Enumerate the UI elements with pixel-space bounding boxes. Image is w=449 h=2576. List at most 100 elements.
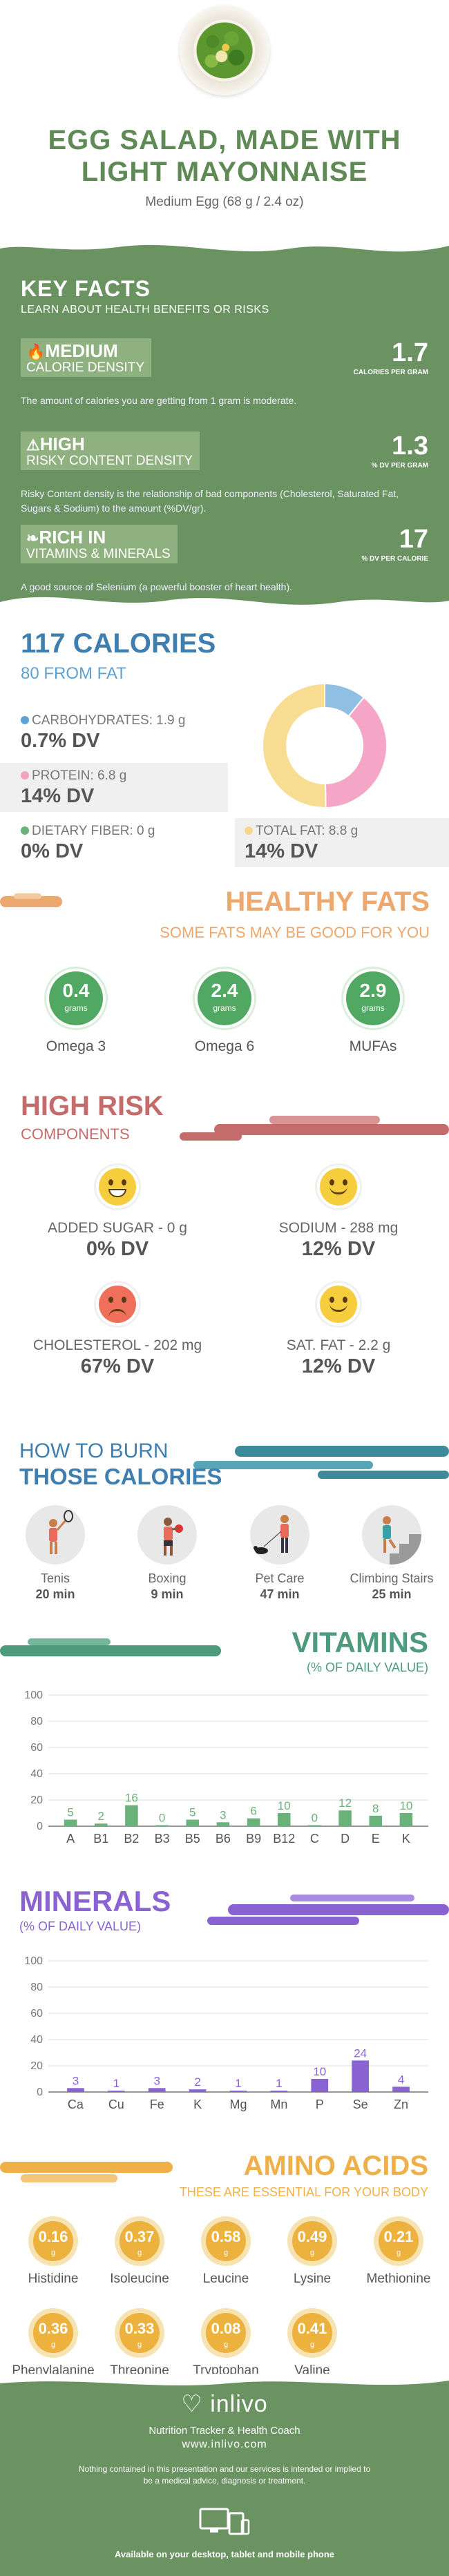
nutrient-total-fat: TOTAL FAT: 8.8 g 14% DV (235, 818, 449, 867)
amino-unit: g (137, 2249, 142, 2257)
fat-label: MUFAs (349, 1038, 397, 1054)
bar-B9 (247, 1818, 260, 1826)
serving-size: Medium Egg (68 g / 2.4 oz) (145, 195, 304, 209)
disclaimer: Nothing contained in this presentation a… (78, 2464, 371, 2486)
x-tick-label: B2 (124, 1832, 139, 1846)
risk-dv: 12% DV (301, 1355, 376, 1377)
x-tick-label: Cu (108, 2098, 124, 2111)
x-tick-label: Se (353, 2098, 368, 2111)
healthy-fats-section: HEALTHY FATS SOME FATS MAY BE GOOD FOR Y… (0, 884, 449, 1063)
nutrient-label: CARBOHYDRATES: 1.9 g (32, 713, 186, 728)
bar-D (338, 1810, 352, 1826)
fact-vitamins-minerals: ❧RICH IN VITAMINS & MINERALS 17 % DV PER… (21, 525, 428, 601)
bar-C (308, 1825, 321, 1826)
vitamins-bar-chart: 0 20 40 60 80 100 5 A 2 B1 16 B2 0 B3 5 B5 3 B6 6 B9 10 B12 0 C… (24, 1689, 428, 1846)
nutrient-dv: 0.7% DV (21, 730, 100, 752)
leaf-icon: ❧ (26, 530, 39, 547)
minerals-title: MINERALS (19, 1885, 171, 1917)
bar-Cu (107, 2091, 125, 2092)
y-tick-label: 20 (30, 1794, 43, 1806)
bar-Mg (229, 2091, 247, 2092)
y-tick-label: 40 (30, 1768, 43, 1780)
risk-dv: 0% DV (86, 1238, 149, 1260)
bar-B1 (94, 1823, 108, 1826)
fat-omega6: 2.4 grams Omega 6 (169, 967, 280, 1055)
activity-label: Pet Care (255, 1571, 305, 1585)
bar-value-label: 10 (313, 2065, 326, 2078)
bar-value-label: 5 (67, 1806, 73, 1819)
x-tick-label: Mg (229, 2098, 247, 2111)
activity-boxing: Boxing 9 min (115, 1505, 219, 1602)
fact-unit: CALORIES PER GRAM (353, 369, 428, 376)
heart-logo-icon: ♡ (181, 2391, 211, 2417)
x-tick-label: C (310, 1832, 319, 1846)
nutrient-label: PROTEIN: 6.8 g (32, 768, 127, 783)
fact-calorie-density: 🔥MEDIUM CALORIE DENSITY 1.7 CALORIES PER… (21, 338, 428, 421)
y-tick-label: 40 (30, 2034, 43, 2046)
risk-sodium: SODIUM - 288 mg 12% DV (235, 1163, 442, 1261)
fact-value: 1.3 (392, 432, 428, 461)
amino-isoleucine: 0.37 g Isoleucine (98, 2216, 181, 2287)
footer-wave (0, 2374, 449, 2385)
nutrient-dv: 14% DV (245, 840, 318, 862)
x-tick-label: E (372, 1832, 380, 1846)
devices-icon (199, 2508, 250, 2535)
amino-label: Methionine (366, 2272, 431, 2286)
high-risk-ribbon (180, 1116, 449, 1141)
healthy-fats-ribbon (0, 893, 62, 907)
smiling-face-icon (320, 1168, 357, 1205)
minerals-bar-chart: 0 20 40 60 80 100 3 Ca 1 Cu 3 Fe 2 K 1 Mg 1 Mn 10 P 24 Se 4 Zn (24, 1955, 428, 2111)
nutrient-dv: 14% DV (21, 785, 95, 807)
x-tick-label: B5 (185, 1832, 200, 1846)
fact-label: CALORIE DENSITY (26, 360, 145, 375)
stairs-icon (362, 1505, 421, 1565)
fact-description: Risky Content density is the relationshi… (21, 488, 399, 514)
key-facts-section: KEY FACTS LEARN ABOUT HEALTH BENEFITS OR… (0, 233, 449, 623)
amino-phenylalanine: 0.36 g Phenylalanine (12, 2308, 95, 2379)
bottom-wave (0, 597, 449, 623)
bar-value-label: 3 (73, 2074, 79, 2087)
bar-K (399, 1813, 413, 1826)
x-tick-label: P (316, 2098, 324, 2111)
activity-minutes: 20 min (35, 1587, 75, 1601)
brand-name: inlivo (210, 2391, 268, 2417)
fat-unit: grams (361, 1003, 385, 1013)
bar-A (64, 1819, 77, 1826)
x-tick-label: D (341, 1832, 350, 1846)
activity-climbing-stairs: Climbing Stairs 25 min (340, 1505, 443, 1602)
bar-value-label: 1 (113, 2077, 120, 2090)
x-tick-label: B12 (273, 1832, 295, 1846)
fat-label: Omega 3 (46, 1038, 106, 1054)
header: EGG SALAD, MADE WITH LIGHT MAYONNAISE Me… (0, 0, 449, 228)
fact-level: RICH IN (39, 527, 106, 548)
healthy-fats-title: HEALTHY FATS (225, 887, 430, 917)
bar-value-label: 3 (220, 1808, 226, 1821)
amino-ribbon (0, 2162, 173, 2182)
risk-added-sugar: ADDED SUGAR - 0 g 0% DV (14, 1163, 221, 1261)
flame-icon: 🔥 (26, 343, 46, 360)
fat-value: 2.4 (211, 980, 238, 1001)
high-risk-section: HIGH RISK COMPONENTS ADDED SUGAR - 0 g 0… (0, 1084, 449, 1429)
protein-dot (21, 771, 29, 779)
amino-value: 0.58 (211, 2228, 241, 2245)
x-tick-label: K (402, 1832, 410, 1846)
amino-unit: g (309, 2249, 315, 2257)
y-tick-label: 0 (37, 2086, 43, 2098)
brand-url[interactable]: www.inlivo.com (182, 2439, 267, 2450)
warning-icon: ⚠ (26, 436, 40, 454)
y-tick-label: 60 (30, 2008, 43, 2020)
vitamins-title: VITAMINS (292, 1626, 428, 1658)
donut-slice-total-fat (262, 682, 327, 808)
title-line-1: EGG SALAD, MADE WITH (48, 125, 401, 155)
amino-value: 0.16 (38, 2228, 68, 2245)
amino-value: 0.41 (297, 2320, 327, 2337)
bar-value-label: 1 (235, 2077, 241, 2090)
fat-mufas: 2.9 grams MUFAs (318, 967, 428, 1055)
bar-value-label: 0 (159, 1812, 165, 1825)
key-facts-title: KEY FACTS (21, 276, 151, 301)
x-tick-label: Ca (68, 2098, 84, 2111)
amino-lysine: 0.49 g Lysine (271, 2216, 354, 2287)
x-tick-label: Mn (270, 2098, 287, 2111)
minerals-section: MINERALS (% OF DAILY VALUE) 0 20 40 60 80 100… (0, 1885, 449, 2120)
fat-unit: grams (213, 1003, 236, 1013)
